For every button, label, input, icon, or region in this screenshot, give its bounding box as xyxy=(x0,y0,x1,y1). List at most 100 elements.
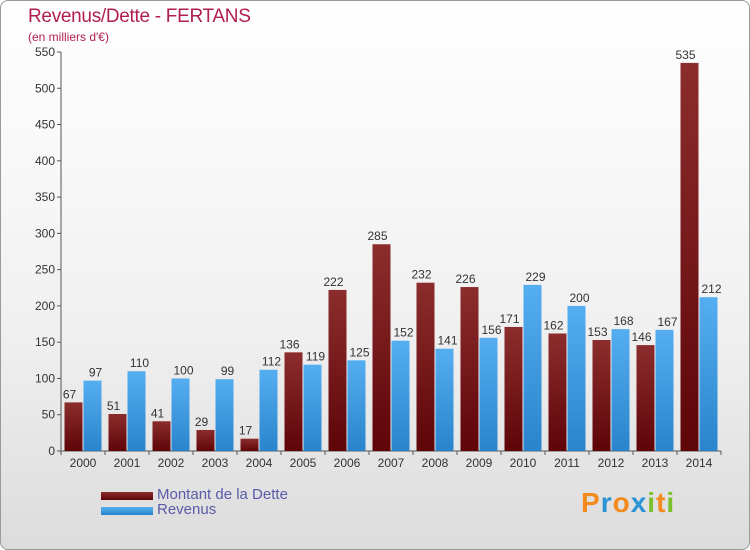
data-label-revenus: 229 xyxy=(525,270,545,284)
bar-debt xyxy=(372,244,391,451)
bar-revenus xyxy=(611,329,630,451)
data-label-debt: 136 xyxy=(279,337,299,351)
bar-revenus xyxy=(699,297,718,451)
bar-debt xyxy=(240,438,259,451)
data-label-debt: 162 xyxy=(543,318,563,332)
y-tick-label: 300 xyxy=(35,226,55,240)
y-tick-label: 500 xyxy=(35,81,55,95)
x-tick-label: 2013 xyxy=(642,456,669,470)
data-labels: 67 97 51 110 41 100 29 99 17 112 136 119 222 125 285 15… xyxy=(63,48,722,438)
data-label-revenus: 168 xyxy=(613,314,633,328)
y-tick-label: 350 xyxy=(35,190,55,204)
bar-revenus xyxy=(127,371,146,451)
x-tick-label: 2005 xyxy=(290,456,317,470)
bar-debt xyxy=(152,421,171,451)
data-label-debt: 222 xyxy=(323,275,343,289)
x-tick-label: 2007 xyxy=(378,456,405,470)
proxiti-logo: Proxiti xyxy=(581,487,675,519)
legend-label-revenus: Revenus xyxy=(157,501,217,518)
logo-letter: x xyxy=(630,487,648,518)
x-tick-label: 2006 xyxy=(334,456,361,470)
data-label-revenus: 112 xyxy=(262,355,281,369)
x-tick-label: 2001 xyxy=(114,456,141,470)
bar-debt xyxy=(636,345,655,451)
bar-debt xyxy=(592,340,611,451)
y-tick-label: 200 xyxy=(35,299,55,313)
data-label-debt: 285 xyxy=(367,229,387,243)
bar-revenus xyxy=(567,305,586,451)
data-label-revenus: 97 xyxy=(89,366,103,380)
x-tick-label: 2004 xyxy=(246,456,273,470)
data-label-debt: 232 xyxy=(411,268,431,282)
legend-swatch-debt xyxy=(101,492,153,500)
data-label-debt: 41 xyxy=(151,406,165,420)
bar-debt xyxy=(284,352,303,451)
data-label-revenus: 152 xyxy=(393,326,413,340)
logo-letter: i xyxy=(647,487,657,518)
bar-debt xyxy=(196,429,215,451)
data-label-revenus: 200 xyxy=(569,291,589,305)
y-tick-label: 150 xyxy=(35,335,55,349)
y-tick-label: 250 xyxy=(35,263,55,277)
y-tick-label: 550 xyxy=(35,45,55,59)
bar-revenus xyxy=(523,284,542,451)
chart-subtitle: (en milliers d'€) xyxy=(28,30,109,44)
data-label-revenus: 125 xyxy=(349,345,369,359)
data-label-revenus: 110 xyxy=(130,356,149,370)
bar-debt xyxy=(680,62,699,452)
y-tick-label: 400 xyxy=(35,154,55,168)
y-tick-label: 450 xyxy=(35,118,55,132)
legend-label-debt: Montant de la Dette xyxy=(157,486,288,503)
y-tick-label: 100 xyxy=(35,371,55,385)
bar-revenus xyxy=(259,369,278,451)
data-label-revenus: 100 xyxy=(173,363,193,377)
bar-revenus xyxy=(347,360,366,451)
bar-revenus xyxy=(435,348,454,451)
x-tick-label: 2008 xyxy=(422,456,449,470)
bar-revenus xyxy=(83,380,102,451)
x-tick-label: 2000 xyxy=(70,456,97,470)
x-tick-label: 2010 xyxy=(510,456,537,470)
legend-swatch-revenus xyxy=(101,507,153,515)
logo-letter: t xyxy=(656,487,667,518)
bar-revenus xyxy=(655,329,674,451)
data-label-revenus: 212 xyxy=(701,282,721,296)
x-tick-label: 2003 xyxy=(202,456,229,470)
bar-revenus xyxy=(303,364,322,451)
bar-revenus xyxy=(479,337,498,451)
data-label-revenus: 156 xyxy=(481,323,501,337)
y-tick-label: 50 xyxy=(42,408,56,422)
data-label-debt: 153 xyxy=(587,325,607,339)
y-tick-label: 0 xyxy=(48,444,55,458)
data-label-debt: 67 xyxy=(63,387,77,401)
bar-debt xyxy=(328,289,347,451)
data-label-debt: 226 xyxy=(455,272,475,286)
logo-letter: o xyxy=(612,487,631,518)
logo-letter: P xyxy=(581,487,601,518)
logo-letter: r xyxy=(600,487,613,518)
data-label-debt: 171 xyxy=(499,312,519,326)
bar-debt xyxy=(548,333,567,451)
bar-debt xyxy=(108,414,127,451)
data-label-debt: 17 xyxy=(239,424,253,438)
bars xyxy=(64,62,718,452)
bar-debt xyxy=(416,282,435,451)
x-tick-label: 2002 xyxy=(158,456,185,470)
data-label-debt: 29 xyxy=(195,415,209,429)
data-label-revenus: 167 xyxy=(657,315,677,329)
x-tick-label: 2012 xyxy=(598,456,625,470)
data-label-debt: 146 xyxy=(631,330,651,344)
bar-debt xyxy=(64,402,83,451)
bar-revenus xyxy=(171,378,190,451)
data-label-debt: 535 xyxy=(675,48,695,62)
logo-letter: i xyxy=(666,487,676,518)
bar-revenus xyxy=(391,340,410,451)
bar-debt xyxy=(504,326,523,451)
data-label-revenus: 99 xyxy=(221,364,235,378)
data-label-debt: 51 xyxy=(107,399,121,413)
axes: 0 50 100 150 200 250 300 350 400 450 500 550 2000 200… xyxy=(35,45,722,470)
chart-title: Revenus/Dette - FERTANS xyxy=(28,6,251,27)
x-tick-label: 2011 xyxy=(554,456,580,470)
